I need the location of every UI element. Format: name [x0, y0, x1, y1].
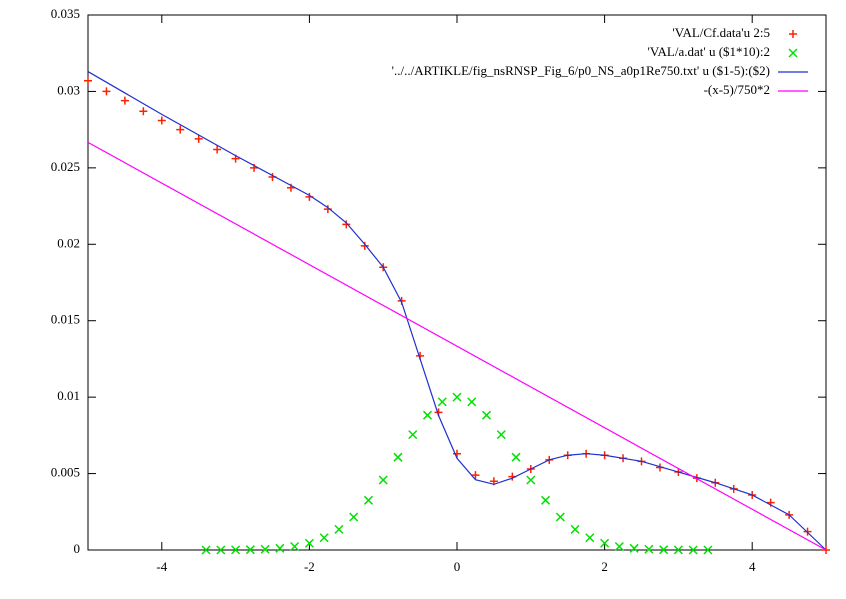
- point: [511, 452, 521, 462]
- x-tick-label: 0: [454, 559, 461, 574]
- y-tick-label: 0.005: [51, 465, 80, 480]
- point: [84, 76, 92, 85]
- point: [260, 544, 270, 554]
- point: [275, 543, 285, 553]
- point: [360, 241, 369, 250]
- x-tick-label: -2: [304, 559, 315, 574]
- point: [216, 545, 226, 555]
- point: [290, 541, 300, 552]
- point: [629, 543, 639, 553]
- point: [245, 545, 255, 555]
- y-tick-label: 0.025: [51, 159, 80, 174]
- point: [139, 107, 148, 116]
- y-tick-label: 0.02: [57, 235, 80, 250]
- point: [600, 538, 610, 548]
- point: [703, 545, 713, 555]
- point: [453, 449, 461, 458]
- point: [408, 430, 418, 440]
- point: [644, 544, 654, 554]
- point: [304, 538, 314, 548]
- point: [334, 524, 344, 534]
- point: [570, 524, 580, 534]
- y-tick-label: 0.015: [51, 312, 80, 327]
- y-tick-label: 0.01: [57, 388, 80, 403]
- point: [176, 125, 185, 134]
- point: [157, 116, 166, 125]
- point: [452, 392, 462, 402]
- y-tick-label: 0.035: [51, 6, 80, 21]
- legend-swatch: [788, 48, 798, 58]
- point: [437, 397, 447, 407]
- series-line: [87, 71, 827, 551]
- point: [349, 512, 359, 522]
- x-tick-label: 2: [601, 559, 608, 574]
- point: [422, 410, 433, 420]
- legend-label: 'VAL/Cf.data'u 2:5: [672, 25, 770, 40]
- legend-label: 'VAL/a.dat' u ($1*10):2: [647, 44, 770, 59]
- point: [659, 545, 669, 555]
- series-line: [87, 141, 827, 551]
- x-tick-label: -4: [156, 559, 167, 574]
- point: [526, 475, 536, 485]
- point: [673, 545, 683, 555]
- y-tick-label: 0: [74, 541, 81, 556]
- legend-swatch: [789, 30, 797, 38]
- point: [688, 545, 698, 555]
- point: [471, 471, 480, 480]
- point: [194, 134, 203, 143]
- x-tick-label: 4: [749, 559, 756, 574]
- point: [481, 410, 492, 420]
- point: [213, 145, 222, 154]
- point: [496, 430, 506, 440]
- point: [614, 541, 624, 552]
- point: [342, 220, 351, 229]
- point: [363, 495, 373, 505]
- y-tick-label: 0.03: [57, 82, 80, 97]
- point: [231, 545, 241, 555]
- point: [201, 545, 211, 555]
- point: [378, 475, 388, 485]
- legend-label: -(x-5)/750*2: [704, 82, 770, 97]
- point: [541, 495, 551, 505]
- point: [120, 96, 129, 105]
- point: [555, 512, 565, 522]
- point: [393, 452, 403, 462]
- point: [585, 533, 595, 543]
- point: [467, 397, 477, 407]
- legend-label: '../../ARTIKLE/fig_nsRNSP_Fig_6/p0_NS_a0…: [392, 63, 770, 78]
- point: [102, 87, 111, 96]
- point: [319, 533, 329, 543]
